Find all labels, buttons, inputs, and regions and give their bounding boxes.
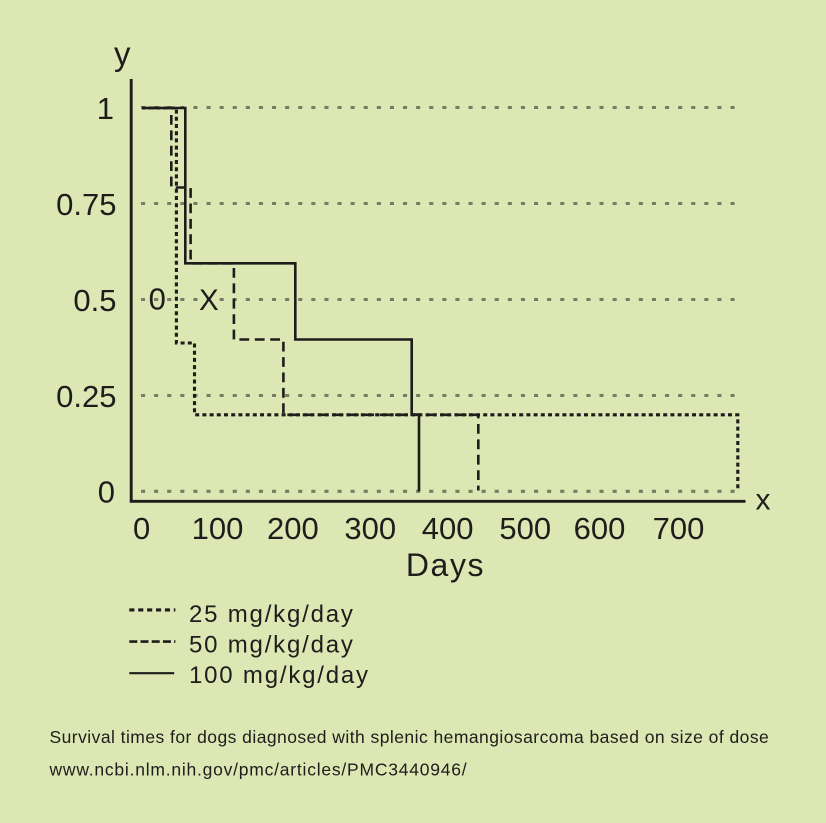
svg-text:500: 500 [499, 511, 551, 546]
svg-text:0.25: 0.25 [56, 379, 116, 414]
svg-text:www.ncbi.nlm.nih.gov/pmc/artic: www.ncbi.nlm.nih.gov/pmc/articles/PMC344… [49, 760, 468, 780]
svg-text:100: 100 [192, 511, 244, 546]
svg-text:50 mg/kg/day: 50 mg/kg/day [189, 632, 355, 659]
svg-text:700: 700 [653, 511, 705, 546]
svg-text:X: X [199, 284, 219, 317]
svg-text:0: 0 [133, 511, 150, 546]
svg-text:200: 200 [267, 511, 319, 546]
svg-text:300: 300 [344, 511, 396, 546]
svg-text:x: x [756, 484, 771, 517]
svg-text:1: 1 [97, 91, 114, 126]
svg-text:y: y [114, 35, 131, 72]
svg-text:Days: Days [406, 547, 485, 583]
svg-text:0.5: 0.5 [73, 283, 116, 318]
svg-text:0.75: 0.75 [56, 187, 116, 222]
svg-text:400: 400 [422, 511, 474, 546]
svg-text:100 mg/kg/day: 100 mg/kg/day [189, 662, 370, 689]
svg-text:600: 600 [574, 511, 626, 546]
svg-text:0: 0 [98, 474, 115, 509]
svg-text:Survival times for dogs diagno: Survival times for dogs diagnosed with s… [50, 727, 770, 747]
svg-text:0: 0 [149, 282, 166, 317]
svg-text:25 mg/kg/day: 25 mg/kg/day [189, 601, 355, 628]
